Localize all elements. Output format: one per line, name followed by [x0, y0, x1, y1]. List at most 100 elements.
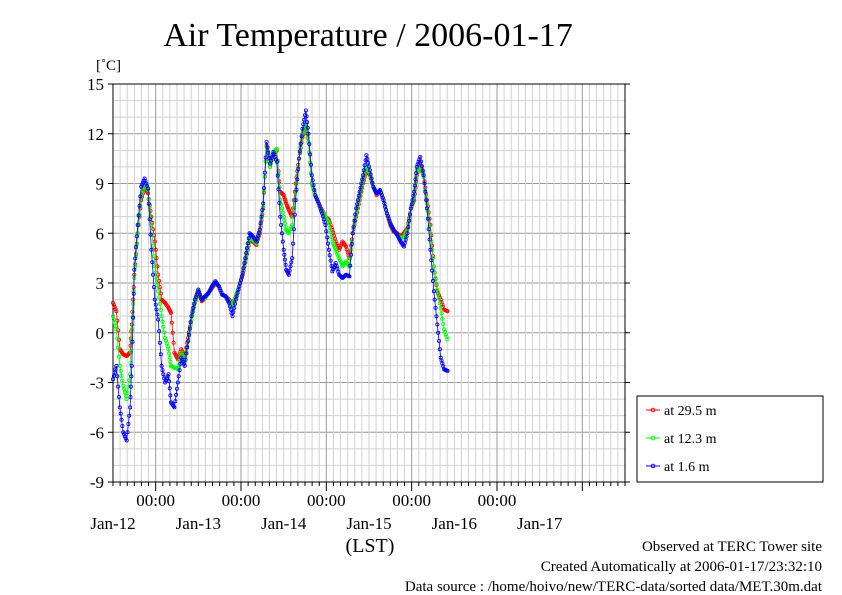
- data-point: [167, 379, 172, 384]
- data-point: [323, 222, 328, 227]
- data-point: [330, 269, 335, 274]
- data-point: [121, 430, 126, 435]
- data-point: [122, 434, 127, 439]
- data-point: [192, 301, 197, 306]
- data-point: [186, 332, 191, 337]
- data-point: [112, 304, 117, 309]
- data-point: [170, 330, 175, 335]
- data-point: [128, 394, 133, 399]
- data-point: [361, 168, 366, 173]
- data-point: [348, 263, 353, 268]
- data-point: [328, 258, 333, 263]
- data-point: [355, 203, 360, 208]
- data-point: [153, 270, 158, 275]
- footer-site: Observed at TERC Tower site: [642, 539, 822, 555]
- x-date-label: Jan-17: [517, 514, 563, 533]
- data-point: [338, 243, 343, 248]
- data-point: [190, 309, 195, 314]
- data-point: [181, 361, 186, 366]
- data-point: [244, 251, 249, 256]
- series-group: [111, 108, 450, 443]
- data-point: [158, 291, 163, 296]
- series-1: [111, 121, 450, 402]
- data-point: [432, 297, 437, 302]
- data-point: [305, 135, 310, 140]
- data-point: [157, 285, 162, 290]
- data-point: [291, 227, 296, 232]
- data-point: [129, 327, 134, 332]
- data-point: [360, 182, 365, 187]
- data-point: [275, 173, 280, 178]
- data-point: [122, 390, 127, 395]
- data-point: [434, 314, 439, 319]
- data-point: [265, 145, 270, 150]
- data-point: [274, 146, 279, 151]
- data-point: [119, 417, 124, 422]
- data-point: [309, 173, 314, 178]
- data-point: [290, 256, 295, 261]
- data-point: [325, 241, 330, 246]
- data-point: [116, 345, 121, 350]
- data-point: [445, 368, 450, 373]
- data-point: [436, 296, 441, 301]
- data-point: [160, 368, 165, 373]
- data-point: [157, 340, 162, 345]
- data-point: [111, 302, 116, 307]
- data-point: [161, 324, 166, 329]
- data-point: [180, 359, 185, 364]
- data-point: [115, 318, 120, 323]
- data-point: [159, 363, 164, 368]
- legend-marker: [650, 463, 656, 469]
- data-point: [144, 181, 149, 186]
- data-point: [151, 285, 156, 290]
- data-point: [158, 307, 163, 312]
- data-point: [138, 194, 143, 199]
- data-point: [410, 198, 415, 203]
- data-point: [308, 171, 313, 176]
- data-point: [179, 350, 184, 355]
- data-point: [168, 359, 173, 364]
- data-point: [154, 307, 159, 312]
- data-point: [436, 338, 441, 343]
- data-point: [282, 195, 287, 200]
- data-point: [427, 237, 432, 242]
- data-point: [312, 188, 317, 193]
- data-point: [433, 305, 438, 310]
- data-point: [294, 187, 299, 192]
- data-point: [424, 198, 429, 203]
- data-point: [279, 206, 284, 211]
- data-point: [172, 405, 177, 410]
- data-point: [153, 247, 158, 252]
- data-point: [352, 218, 357, 223]
- data-point: [366, 160, 371, 165]
- data-point: [384, 211, 389, 216]
- data-point: [166, 347, 171, 352]
- data-point: [135, 222, 140, 227]
- y-tick-label: 12: [87, 125, 104, 144]
- data-point: [130, 339, 135, 344]
- data-point: [195, 290, 200, 295]
- data-point: [430, 278, 435, 283]
- data-point: [141, 178, 146, 183]
- data-point: [355, 198, 360, 203]
- data-point: [174, 392, 179, 397]
- data-point: [313, 193, 318, 198]
- data-point: [124, 438, 129, 443]
- data-point: [433, 275, 438, 280]
- data-point: [131, 291, 136, 296]
- data-point: [125, 430, 130, 435]
- data-point: [435, 322, 440, 327]
- data-point: [436, 292, 441, 297]
- data-point: [329, 234, 334, 239]
- data-point: [114, 363, 119, 368]
- data-point: [158, 352, 163, 357]
- x-time-label: 00:00: [392, 491, 431, 510]
- data-point: [347, 264, 352, 269]
- data-point: [230, 314, 235, 319]
- data-point: [120, 378, 125, 383]
- data-point: [359, 186, 364, 191]
- data-point: [128, 384, 133, 389]
- data-point: [299, 134, 304, 139]
- data-point: [281, 247, 286, 252]
